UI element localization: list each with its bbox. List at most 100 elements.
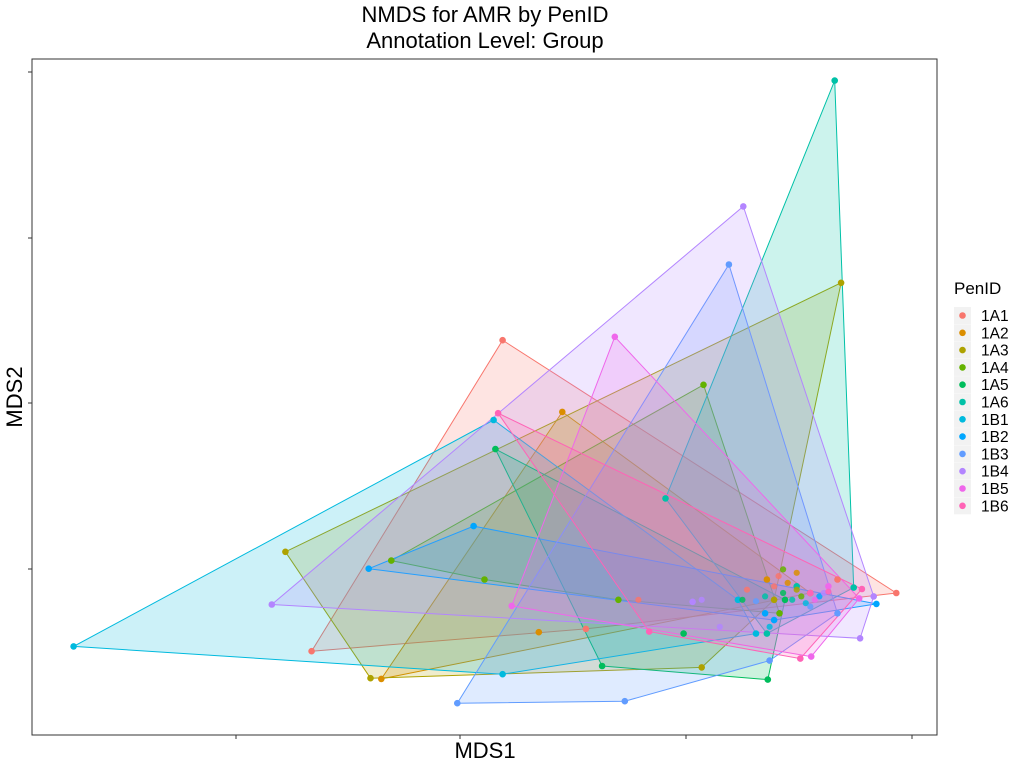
point-cluster-18 [635,596,642,603]
point-1A1-1 [499,336,506,344]
point-1A1-3 [582,625,590,633]
legend-key-1B5 [959,485,966,492]
point-cluster-20 [766,623,773,630]
point-1B1-3 [499,670,506,678]
hull-1A4 [389,384,781,614]
axis-ticks [28,71,913,739]
legend-label-1A4: 1A4 [981,360,1009,377]
point-1A5-3 [764,676,772,683]
point-cluster-11 [811,596,818,603]
point-1B6-5 [807,589,814,597]
legend-key-1A4 [959,364,966,371]
point-1A2-3 [378,675,385,683]
point-cluster-4 [798,593,805,600]
legend-title: PenID [954,279,1001,298]
point-1B3-3 [725,261,733,268]
point-1A6-4 [662,495,669,502]
point-1B5-5 [825,583,832,590]
point-1B1-5 [734,596,742,604]
hull-1A2 [380,411,812,680]
point-1A5-4 [781,596,789,604]
point-1A3-3 [698,664,705,671]
point-1B3-4 [766,657,773,664]
point-1B4-3 [870,593,877,600]
point-1B1-4 [752,630,760,637]
legend-key-1B6 [959,502,966,510]
point-1B3-5 [834,610,841,617]
point-cluster-21 [716,623,723,630]
point-cluster-7 [802,600,809,607]
hull-layer [71,80,898,704]
point-1A4-4 [615,596,622,604]
point-cluster-2 [784,579,791,587]
legend-key-1B3 [959,450,966,458]
plot-panel-border [31,58,938,736]
point-1B5-2 [508,602,515,610]
point-cluster-17 [698,596,705,603]
point-cluster-8 [816,593,823,600]
point-1B6-3 [797,655,804,662]
point-cluster-9 [807,603,814,610]
point-cluster-23 [780,566,787,573]
legend-key-1A2 [959,329,966,337]
point-1A2-5 [763,576,771,583]
chart-subtitle: Annotation Level: Group [366,28,603,53]
point-cluster-16 [752,598,760,605]
legend-key-1A3 [959,346,966,354]
point-1B1-2 [490,416,497,424]
point-1A6-1 [831,77,838,84]
legend-label-1B1: 1B1 [981,412,1009,429]
point-1B5-4 [855,595,863,602]
point-1B3-2 [621,697,629,705]
point-1B5-1 [611,333,619,341]
legend-label-1A6: 1A6 [981,395,1009,412]
point-cluster-14 [793,569,800,576]
point-1B4-1 [268,601,276,608]
legend-key-1A5 [959,381,966,389]
point-1B2-5 [761,610,769,617]
point-1A3-2 [367,674,374,682]
point-1B6-4 [858,585,866,593]
points-layer [70,77,900,707]
legend-key-1B4 [959,467,966,475]
point-1A6-2 [850,584,857,591]
legend-key-1B2 [959,433,966,440]
legend-label-1B2: 1B2 [981,429,1009,446]
point-1B2-2 [470,522,477,530]
point-cluster-13 [775,573,782,580]
point-1A1-5 [834,576,841,583]
point-1A2-1 [559,408,566,416]
point-cluster-15 [762,593,769,600]
y-axis-title: MDS2 [2,366,27,427]
legend-key-1B1 [959,416,966,423]
point-1B4-2 [740,203,747,210]
point-1A5-2 [598,662,606,670]
legend-label-1B3: 1B3 [981,446,1009,463]
legend-label-1B6: 1B6 [981,498,1009,515]
point-1A4-2 [700,381,707,389]
point-1A3-5 [770,596,778,604]
chart-title: NMDS for AMR by PenID [362,2,609,27]
point-1B4-4 [856,635,864,642]
legend-key-1A6 [959,398,966,406]
legend-label-1A1: 1A1 [981,308,1009,325]
point-cluster-6 [789,596,796,603]
legend-label-1A2: 1A2 [981,325,1009,342]
point-1B2-1 [365,565,373,572]
point-1A5-1 [492,445,499,453]
point-1B3-1 [454,699,461,707]
point-cluster-19 [739,596,746,603]
hull-1B3 [456,263,839,704]
point-1A4-3 [776,610,783,617]
point-1B6-2 [645,628,653,635]
point-1B5-3 [807,653,815,660]
legend-label-1B4: 1B4 [981,464,1009,481]
point-cluster-22 [743,586,751,593]
point-cluster-5 [780,589,787,597]
point-1B6-1 [494,409,502,417]
legend-label-1B5: 1B5 [981,481,1009,498]
point-cluster-12 [825,588,832,595]
legend: PenID 1A11A21A31A41A51A61B11B21B31B41B51… [954,279,1009,515]
